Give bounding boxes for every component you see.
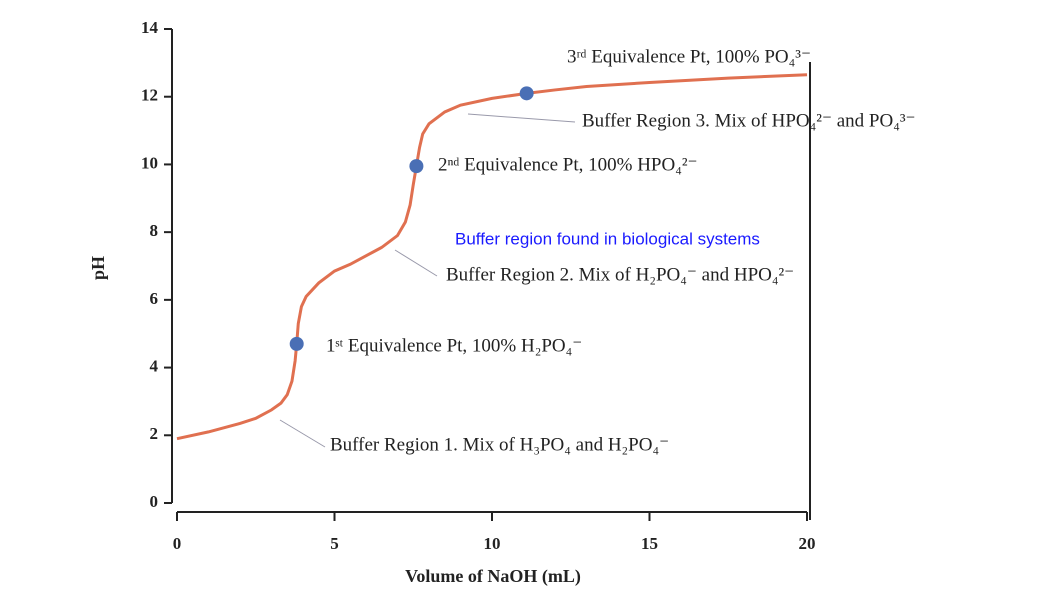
equivalence-point bbox=[409, 159, 424, 174]
equivalence-point bbox=[519, 86, 534, 101]
y-tick-label: 4 bbox=[150, 356, 159, 375]
annotation: Buffer Region 1. Mix of H₃PO₄ and H₂PO₄⁻ bbox=[330, 434, 669, 455]
annotation: 3ʳᵈ Equivalence Pt, 100% PO₄³⁻ bbox=[567, 46, 811, 67]
annotation: Buffer Region 2. Mix of H₂PO₄⁻ and HPO₄²… bbox=[446, 264, 794, 285]
y-tick-label: 14 bbox=[141, 18, 159, 37]
y-axis-label: pH bbox=[88, 256, 108, 280]
leader-line bbox=[279, 419, 326, 448]
y-tick-label: 8 bbox=[150, 221, 159, 240]
y-tick-label: 2 bbox=[150, 424, 159, 443]
annotation: 1ˢᵗ Equivalence Pt, 100% H₂PO₄⁻ bbox=[326, 335, 582, 356]
y-tick-label: 10 bbox=[141, 153, 158, 172]
leader-line bbox=[394, 249, 438, 277]
y-tick-label: 12 bbox=[141, 86, 158, 105]
x-tick-label: 20 bbox=[799, 534, 816, 553]
y-tick-label: 6 bbox=[150, 289, 159, 308]
x-tick-label: 15 bbox=[641, 534, 658, 553]
x-axis-label: Volume of NaOH (mL) bbox=[405, 566, 581, 587]
x-tick-label: 0 bbox=[173, 534, 182, 553]
x-tick-label: 5 bbox=[330, 534, 339, 553]
y-tick-label: 0 bbox=[150, 492, 159, 511]
titration-curve bbox=[176, 73, 808, 441]
annotation: Buffer Region 3. Mix of HPO₄²⁻ and PO₄³⁻ bbox=[582, 110, 916, 131]
annotation: Buffer region found in biological system… bbox=[455, 229, 760, 248]
leader-line bbox=[467, 113, 576, 123]
equivalence-point bbox=[289, 336, 304, 351]
annotation: 2ⁿᵈ Equivalence Pt, 100% HPO₄²⁻ bbox=[438, 154, 698, 175]
x-tick-label: 10 bbox=[484, 534, 501, 553]
